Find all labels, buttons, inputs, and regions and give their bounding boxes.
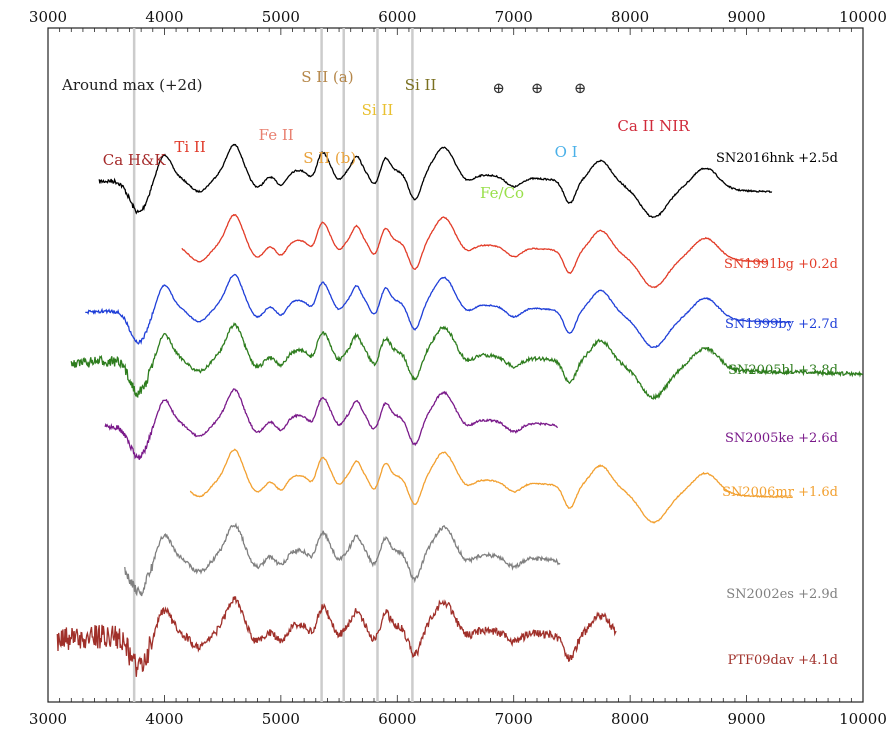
spectra-series <box>56 143 864 677</box>
telluric-marker: ⊕ <box>531 79 544 97</box>
line-id-label: Ca H&K <box>103 151 167 169</box>
line-id-label: S II (b) <box>303 149 356 167</box>
x-tick-label-top: 5000 <box>262 8 300 26</box>
x-tick-label-bottom: 3000 <box>29 710 67 728</box>
line-identifications: Ca H&K Ti II Fe II S II (a) S II (b) Si II Si … <box>103 68 690 202</box>
x-tick-label-top: 4000 <box>145 8 183 26</box>
x-axis-ticks: 3000 3000 4000 4000 5000 5000 6000 6000 7000 7000… <box>29 8 887 728</box>
spectrum-label: SN2002es +2.9d <box>726 587 838 602</box>
x-tick-label-bottom: 5000 <box>262 710 300 728</box>
spectrum-labels: SN2016hnk +2.5d SN1991bg +0.2d SN1999by +2… <box>716 151 838 668</box>
spectrum-PTF09dav <box>56 596 617 677</box>
line-id-label: Ti II <box>174 138 205 156</box>
x-tick-label-top: 9000 <box>727 8 765 26</box>
spectrum-label: SN2016hnk +2.5d <box>716 151 838 166</box>
line-id-label: Si II <box>362 101 394 119</box>
spectrum-label: SN1999by +2.7d <box>725 317 838 332</box>
line-id-label: O I <box>555 143 578 161</box>
x-tick-label-top: 3000 <box>29 8 67 26</box>
x-tick-label-bottom: 7000 <box>495 710 533 728</box>
spectrum-label: PTF09dav +4.1d <box>728 653 838 668</box>
spectrum-label: SN2005bl +3.8d <box>728 363 838 378</box>
x-tick-label-bottom: 8000 <box>611 710 649 728</box>
line-id-label: Si II <box>405 76 437 94</box>
spectrum-SN1991bg <box>181 213 768 289</box>
line-id-label: Fe II <box>259 126 294 144</box>
spectrum-label: SN2006mr +1.6d <box>722 485 838 500</box>
line-id-label: Fe/Co <box>480 184 524 202</box>
x-tick-label-top: 8000 <box>611 8 649 26</box>
spectrum-SN2016hnk <box>98 143 773 219</box>
x-tick-label-bottom: 9000 <box>727 710 765 728</box>
spectrum-SN2006mr <box>189 448 793 524</box>
telluric-marker: ⊕ <box>574 79 587 97</box>
x-tick-label-top: 6000 <box>378 8 416 26</box>
x-tick-label-top: 7000 <box>495 8 533 26</box>
x-tick-label-bottom: 10000 <box>839 710 887 728</box>
spectrum-SN2005ke <box>104 388 559 460</box>
line-id-label: Ca II NIR <box>617 117 690 135</box>
telluric-marker: ⊕ <box>492 79 505 97</box>
telluric-markers: ⊕ ⊕ ⊕ <box>492 79 586 97</box>
x-tick-label-bottom: 6000 <box>378 710 416 728</box>
x-tick-label-bottom: 4000 <box>145 710 183 728</box>
spectrum-label: SN1991bg +0.2d <box>724 257 838 272</box>
header-text: Around max (+2d) <box>61 76 203 94</box>
spectrum-label: SN2005ke +2.6d <box>725 431 838 446</box>
spectrum-SN1999by <box>85 273 792 349</box>
spectrum-SN2005bl <box>70 321 864 400</box>
line-id-label: S II (a) <box>301 68 353 86</box>
spectrum-SN2002es <box>124 522 561 597</box>
x-tick-label-top: 10000 <box>839 8 887 26</box>
